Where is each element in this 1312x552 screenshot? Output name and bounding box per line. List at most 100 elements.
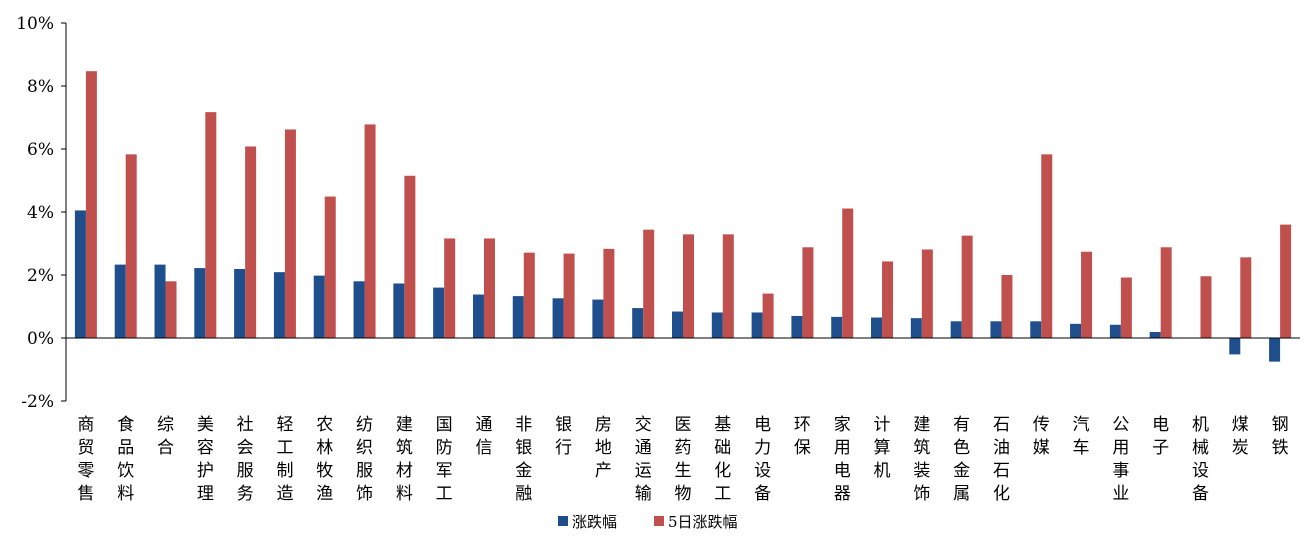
bar-change-5d xyxy=(643,229,655,338)
x-category-label: 国防军工 xyxy=(436,415,453,504)
bar-change xyxy=(433,287,445,338)
bar-change xyxy=(114,264,126,338)
bar-change-5d xyxy=(1240,257,1252,338)
bar-change xyxy=(950,321,962,338)
bar-change xyxy=(1070,323,1082,338)
bar-change-5d xyxy=(1041,154,1053,338)
bar-change-5d xyxy=(762,293,774,338)
x-category-label: 轻工制造 xyxy=(276,415,293,504)
x-category-label: 建筑装饰 xyxy=(913,415,930,504)
bar-change xyxy=(273,272,285,338)
x-category-label: 汽车 xyxy=(1073,415,1090,458)
x-category-label: 纺织服饰 xyxy=(356,415,373,504)
x-category-label: 银行 xyxy=(555,415,572,458)
bar-change-5d xyxy=(961,235,973,339)
bar-area xyxy=(74,71,1292,362)
bar-change-5d xyxy=(842,208,854,338)
bar-change-5d xyxy=(324,196,336,338)
x-category-label: 社会服务 xyxy=(237,415,254,504)
bar-change-5d xyxy=(683,234,694,338)
x-category-label: 农林牧渔 xyxy=(316,415,333,504)
legend-swatch xyxy=(654,516,664,526)
bar-change-5d xyxy=(1200,276,1212,338)
bar-change xyxy=(672,311,683,338)
x-category-label: 食品饮料 xyxy=(117,415,134,504)
bar-change xyxy=(353,281,365,338)
bar-change-5d xyxy=(364,124,376,339)
x-category-label: 钢铁 xyxy=(1272,415,1289,458)
x-category-label: 环保 xyxy=(794,415,811,458)
bar-change-5d xyxy=(523,252,535,338)
bar-change-5d xyxy=(563,253,575,338)
x-category-label: 公用事业 xyxy=(1112,415,1129,504)
bar-change xyxy=(711,312,723,338)
x-category-label: 电力设备 xyxy=(754,415,771,504)
x-category-label: 煤炭 xyxy=(1232,415,1249,458)
bar-change-5d xyxy=(483,238,495,338)
bar-change-5d xyxy=(1081,251,1093,338)
x-category-label: 有色金属 xyxy=(953,415,970,504)
bar-change xyxy=(632,308,644,338)
x-category-label: 机械设备 xyxy=(1192,415,1209,504)
bar-change xyxy=(1269,338,1281,362)
x-category-label: 综合 xyxy=(157,415,174,458)
bar-change xyxy=(472,294,484,338)
x-category-label: 电子 xyxy=(1152,415,1169,458)
bar-change xyxy=(1149,332,1161,338)
y-tick-label: 8% xyxy=(27,77,54,97)
bar-change-5d xyxy=(722,234,734,338)
x-category-label: 医药生物 xyxy=(675,415,692,504)
bar-change xyxy=(1229,338,1241,355)
x-category-label: 美容护理 xyxy=(197,415,214,504)
bar-change xyxy=(393,283,405,338)
x-axis: 商贸零售 食品饮料 综合 美容护理 社会服务 轻工制造 农林牧渔 纺织服饰 建筑材料 国防军工 通信… xyxy=(66,337,1300,504)
bar-change-5d xyxy=(444,238,456,338)
y-tick-label: 4% xyxy=(27,203,54,223)
bar-change-5d xyxy=(205,112,217,338)
bar-change xyxy=(1030,321,1042,338)
y-tick-label: 2% xyxy=(27,266,54,286)
bar-change-5d xyxy=(404,175,416,338)
bar-change xyxy=(990,321,1002,338)
x-category-label: 基础化工 xyxy=(714,415,731,504)
bar-change xyxy=(831,316,843,338)
bar-change-5d xyxy=(165,281,177,338)
y-tick-label: -2% xyxy=(21,392,54,412)
x-category-label: 商贸零售 xyxy=(77,415,94,504)
y-tick-label: 6% xyxy=(27,140,54,160)
bar-change xyxy=(592,299,604,338)
bar-change xyxy=(751,312,763,338)
bar-change xyxy=(552,298,564,338)
bar-change-5d xyxy=(1160,247,1172,338)
x-category-label: 计算机 xyxy=(874,415,891,481)
legend-label: 涨跌幅 xyxy=(572,513,617,531)
x-category-label: 房地产 xyxy=(595,415,612,481)
bar-change xyxy=(154,264,166,338)
bar-change xyxy=(791,315,803,338)
bar-change xyxy=(910,318,922,338)
bar-change xyxy=(194,268,206,338)
bar-change-5d xyxy=(284,129,296,338)
bar-change xyxy=(234,269,246,338)
y-tick-label: 0% xyxy=(27,329,54,349)
x-category-label: 交通运输 xyxy=(635,415,652,504)
y-tick-label: 10% xyxy=(16,14,54,34)
x-category-label: 建筑材料 xyxy=(396,415,413,504)
bar-change-5d xyxy=(1280,224,1292,338)
bar-change xyxy=(313,275,325,338)
bar-change-5d xyxy=(921,249,933,338)
x-category-label: 通信 xyxy=(475,415,492,458)
bar-change-5d xyxy=(1120,277,1132,338)
y-axis: 10% 8% 6% 4% 2% 0% -2% xyxy=(16,14,67,412)
bar-change-5d xyxy=(85,71,97,338)
bar-change-5d xyxy=(603,248,615,338)
x-category-label: 石油石化 xyxy=(993,415,1010,504)
bar-change-5d xyxy=(245,146,257,338)
x-category-label: 非银金融 xyxy=(515,415,532,504)
bar-change xyxy=(871,317,883,338)
bar-change xyxy=(74,210,86,338)
bar-change xyxy=(1109,324,1121,338)
bar-change xyxy=(512,296,524,338)
bar-change-5d xyxy=(125,154,137,338)
